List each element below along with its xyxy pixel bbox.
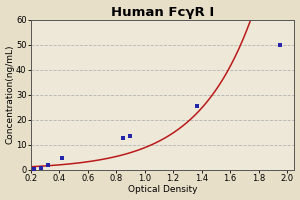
Point <box>128 134 133 137</box>
Point <box>38 166 43 169</box>
Point <box>45 163 50 167</box>
Point <box>195 104 200 107</box>
Point <box>31 167 36 170</box>
X-axis label: Optical Density: Optical Density <box>128 185 197 194</box>
Point <box>60 157 64 160</box>
Point <box>278 43 282 46</box>
Title: Human FcγR I: Human FcγR I <box>111 6 214 19</box>
Point <box>121 137 126 140</box>
Y-axis label: Concentration(ng/mL): Concentration(ng/mL) <box>6 45 15 144</box>
